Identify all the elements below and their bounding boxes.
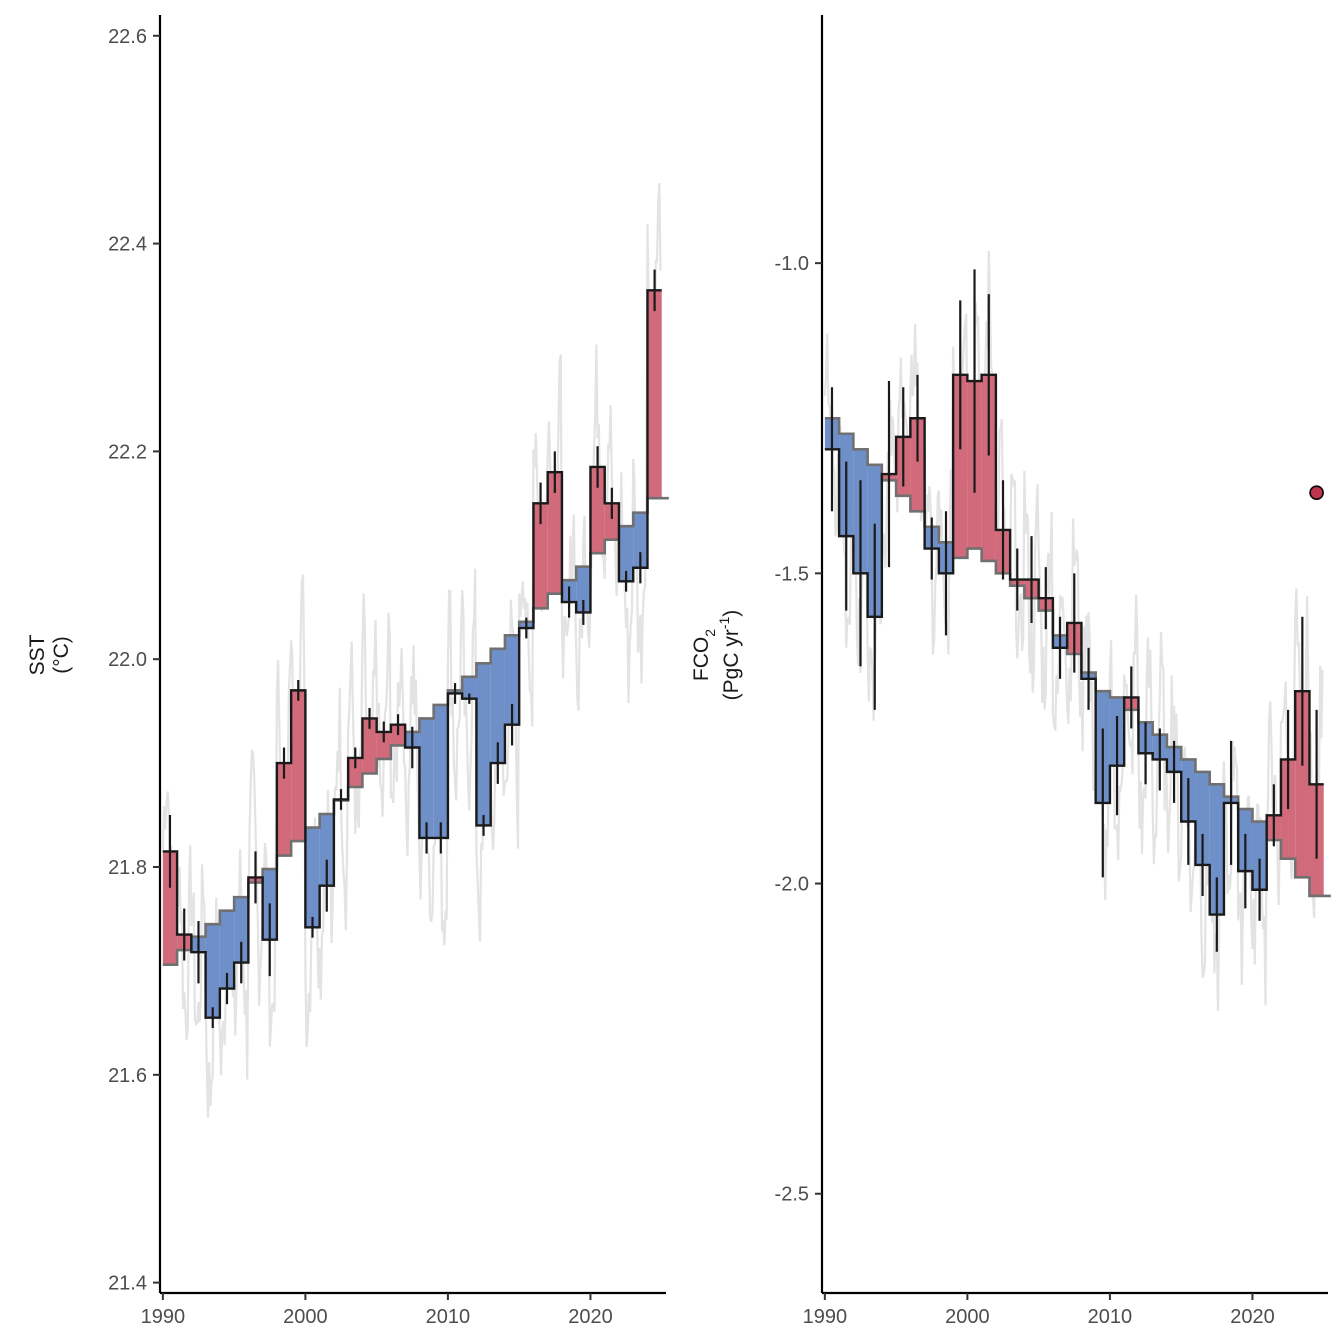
- right-y-tick-label: -1.0: [775, 253, 809, 275]
- right-anomaly-bar-2023: [1295, 691, 1310, 878]
- right-y-axis-title: FCO2 (PgC yr-1): [690, 610, 743, 701]
- left-anomaly-bar-2022: [618, 526, 634, 582]
- left-y-tick-label: 22.2: [108, 441, 147, 463]
- right-anomaly-bar-2020: [1252, 821, 1267, 890]
- right-y-tick-label: -2.0: [775, 874, 809, 896]
- right-ylabel-line1: FCO2: [690, 629, 718, 681]
- right-error-bars: [830, 269, 1318, 952]
- left-y-tick-label: 22.6: [108, 26, 147, 48]
- left-anomaly-bar-2005: [376, 731, 391, 759]
- left-anomaly-bar-2023: [633, 512, 648, 568]
- right-x-tick-label: 2000: [945, 1306, 990, 1328]
- left-error-bars: [168, 269, 656, 1029]
- left-x-tick-label: 2010: [426, 1306, 471, 1328]
- left-anomaly-bar-2000: [305, 827, 320, 928]
- right-anomaly-bar-2001: [981, 374, 996, 561]
- left-y-tick-label: 21.4: [108, 1273, 147, 1295]
- right-x-tick-label: 1990: [803, 1306, 848, 1328]
- right-highlight-point: [1309, 485, 1324, 500]
- right-annual-steps: [824, 373, 1324, 916]
- left-anomaly-bar-2020: [590, 466, 605, 554]
- left-anomaly-bar-1999: [291, 690, 306, 842]
- left-annual-steps: [162, 289, 662, 1019]
- left-x-tick-label: 2000: [283, 1306, 328, 1328]
- left-anomaly-bar-2003: [348, 757, 363, 787]
- right-axes: -2.5 -2.0 -1.5 -1.0 1990 2000 2010 2020: [775, 15, 1328, 1328]
- left-anomaly-bar-1998: [276, 763, 292, 856]
- right-x-tick-label: 2020: [1230, 1306, 1275, 1328]
- left-anomaly-bar-2004: [362, 718, 377, 774]
- left-anomaly-bar-2021: [604, 503, 619, 540]
- left-ylabel-line1: SST: [26, 634, 49, 675]
- left-anomaly-bar-2009: [433, 704, 448, 838]
- left-anomaly-bar-2006: [390, 724, 406, 746]
- right-anomaly-bar-1999: [953, 374, 968, 558]
- left-x-tick-label: 2020: [568, 1306, 613, 1328]
- right-y-tick-label: -1.5: [775, 563, 809, 585]
- right-anomaly-bar-2016: [1195, 771, 1210, 865]
- left-monthly-lines: [161, 183, 662, 1118]
- left-y-tick-label: 22.4: [108, 234, 147, 256]
- left-ylabel-line2: (°C): [50, 636, 73, 674]
- left-annual-step: [162, 289, 662, 1019]
- left-anomaly-bar-2012: [476, 663, 491, 826]
- left-panel: 21.4 21.6 21.8 22.0 22.2 22.4 22.6 1990 2000 2010…: [26, 15, 669, 1328]
- left-anomaly-bar-2019: [576, 566, 591, 613]
- left-anomaly-bar-1995: [234, 897, 249, 963]
- right-extra-point: [1309, 485, 1324, 500]
- right-anomaly-bar-1996: [910, 418, 925, 512]
- left-monthly-trace: [161, 183, 662, 1118]
- right-anomaly-bar-2017: [1209, 784, 1224, 915]
- left-anomaly-bar-2014: [504, 635, 520, 725]
- right-y-tick-label: -2.5: [775, 1184, 809, 1206]
- left-anomaly-bar-1990: [162, 851, 178, 965]
- left-anomaly-bar-2001: [319, 814, 334, 886]
- right-annual-step: [824, 373, 1324, 916]
- left-y-tick-label: 21.8: [108, 857, 147, 879]
- left-anomaly-bar-2016: [533, 503, 548, 609]
- left-anomaly-bar-1993: [205, 924, 220, 1018]
- left-anomaly-bar-2017: [547, 472, 562, 594]
- left-y-tick-label: 22.0: [108, 649, 147, 671]
- left-ribbons: [162, 290, 662, 1018]
- left-anomaly-bar-2024: [647, 290, 662, 499]
- right-x-tick-label: 2010: [1088, 1306, 1133, 1328]
- left-axes: 21.4 21.6 21.8 22.0 22.2 22.4 22.6 1990 2000 2010…: [108, 15, 666, 1328]
- left-anomaly-bar-2011: [462, 676, 477, 699]
- right-ylabel-line2: (PgC yr-1): [716, 610, 743, 701]
- left-x-tick-label: 1990: [141, 1306, 186, 1328]
- left-anomaly-bar-2008: [419, 718, 434, 838]
- right-panel: -2.5 -2.0 -1.5 -1.0 1990 2000 2010 2020 FCO2 (P…: [690, 15, 1331, 1328]
- left-anomaly-bar-1994: [219, 910, 235, 989]
- left-anomaly-bar-2013: [490, 648, 505, 764]
- left-y-tick-label: 21.6: [108, 1065, 147, 1087]
- left-y-axis-title: SST (°C): [26, 634, 73, 675]
